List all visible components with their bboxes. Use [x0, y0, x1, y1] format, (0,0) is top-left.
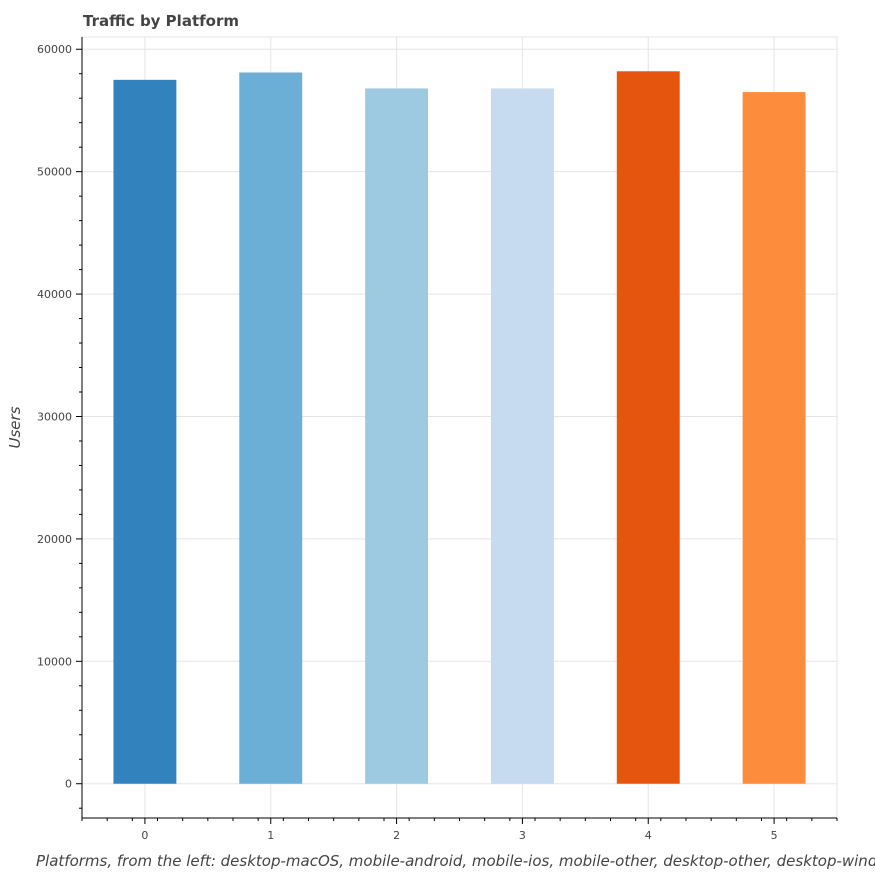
x-tick-label: 4	[645, 829, 652, 842]
y-tick-label: 0	[65, 778, 72, 791]
bar	[365, 88, 429, 784]
bar	[239, 72, 303, 784]
bar	[490, 88, 554, 784]
y-tick-label: 40000	[37, 288, 72, 301]
bar	[742, 92, 806, 784]
y-tick-label: 20000	[37, 533, 72, 546]
y-axis-label: Users	[6, 406, 24, 448]
bar	[616, 71, 680, 784]
y-tick-label: 60000	[37, 43, 72, 56]
plot-frame	[81, 36, 838, 819]
x-tick-label: 0	[141, 829, 148, 842]
y-tick-label: 50000	[37, 166, 72, 179]
chart-title: Traffic by Platform	[83, 12, 239, 30]
y-tick-label: 10000	[37, 655, 72, 668]
x-tick-label: 5	[771, 829, 778, 842]
y-tick-label: 30000	[37, 410, 72, 423]
x-tick-label: 2	[393, 829, 400, 842]
x-tick-label: 1	[267, 829, 274, 842]
x-axis-label: Platforms, from the left: desktop-macOS,…	[36, 852, 875, 870]
bar	[113, 79, 177, 784]
x-tick-label: 3	[519, 829, 526, 842]
